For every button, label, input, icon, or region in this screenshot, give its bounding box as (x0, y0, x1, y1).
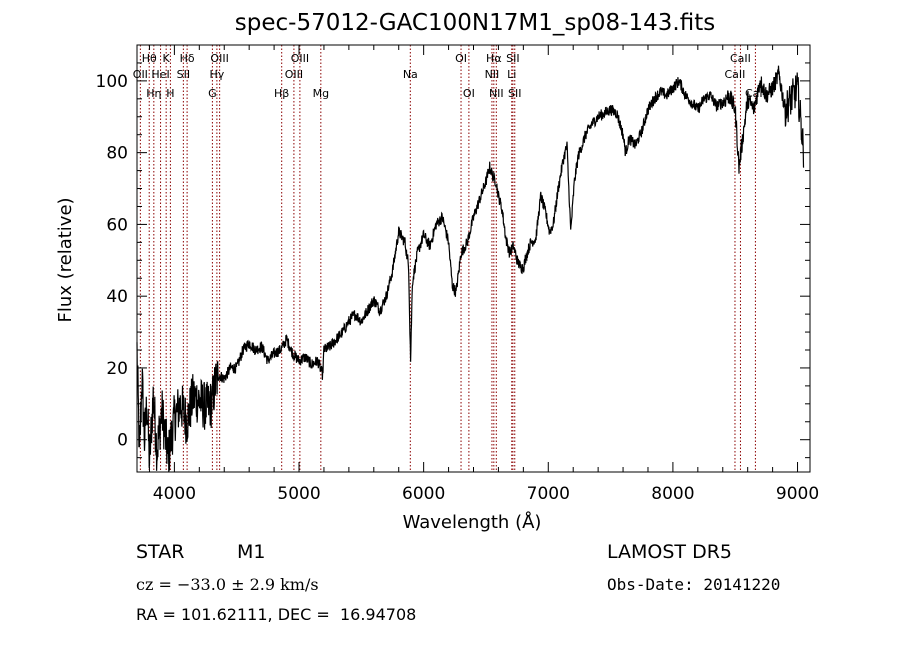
y-tick-label: 100 (96, 72, 128, 92)
y-tick-label: 0 (117, 431, 128, 451)
spectral-line-label: OII (133, 68, 148, 81)
spectral-line-label: OIII (291, 52, 309, 65)
spectral-line-label: Mg (313, 87, 329, 100)
spectral-line-label: Hη (146, 87, 161, 100)
spectral-line-markers (139, 45, 756, 472)
spectral-line-label: OI (463, 87, 475, 100)
plot-frame (136, 44, 811, 473)
spectral-line-label: SII (508, 87, 521, 100)
survey-name: LAMOST DR5 (607, 541, 732, 563)
spectral-line-labels: OIIHθHηHeIKHSIIHδGHγOIIIHβOIIIOIIIMgNaOI… (133, 52, 766, 100)
y-axis-label: Flux (relative) (55, 197, 76, 322)
spectrum-line (136, 65, 805, 473)
spectral-line-label: G (208, 87, 217, 100)
spectral-line-label: Hβ (274, 87, 289, 100)
observation-date: Obs-Date: 20141220 (607, 575, 781, 594)
x-tick-label: 8000 (651, 484, 694, 504)
spectral-line-label: Hα (486, 52, 502, 65)
x-axis-label: Wavelength (Å) (403, 511, 542, 533)
spectral-line-label: CaII (725, 68, 746, 81)
spectral-line-label: Hδ (180, 52, 195, 65)
y-tick-label: 60 (106, 215, 128, 235)
spectral-line-label: NII (485, 68, 500, 81)
object-class: STAR (136, 541, 185, 563)
spectral-line-label: OIII (210, 52, 228, 65)
y-tick-label: 20 (106, 359, 128, 379)
object-subclass: M1 (237, 541, 266, 563)
spectral-line-label: NII (489, 87, 504, 100)
spectral-line-label: SII (177, 68, 190, 81)
spectral-line-label: Na (403, 68, 418, 81)
spectral-line-label: K (163, 52, 171, 65)
spectral-line-label: OIII (285, 68, 303, 81)
chart-title: spec-57012-GAC100N17M1_sp08-143.fits (235, 10, 715, 36)
x-tick-label: 9000 (776, 484, 819, 504)
x-axis: 4000 5000 6000 7000 8000 9000 (148, 45, 819, 504)
spectral-line-label: Hθ (142, 52, 157, 65)
y-tick-label: 40 (106, 287, 128, 307)
y-axis: 0 20 40 60 80 100 (96, 62, 810, 459)
spectral-line-label: OI (455, 52, 467, 65)
spectral-line-label: Hγ (209, 68, 224, 81)
x-tick-label: 5000 (277, 484, 320, 504)
x-tick-label: 6000 (402, 484, 445, 504)
spectral-line-label: H (166, 87, 174, 100)
y-tick-label: 80 (106, 144, 128, 164)
spectral-line-label: CaII (730, 52, 751, 65)
spectral-line-label: HeI (151, 68, 169, 81)
x-tick-label: 4000 (153, 484, 196, 504)
spectral-line-label: Li (507, 68, 516, 81)
x-tick-label: 7000 (527, 484, 570, 504)
redshift-velocity: cz = −33.0 ± 2.9 km/s (136, 575, 319, 594)
spectral-line-label: SII (506, 52, 519, 65)
coordinates: RA = 101.62111, DEC = 16.94708 (136, 605, 417, 624)
